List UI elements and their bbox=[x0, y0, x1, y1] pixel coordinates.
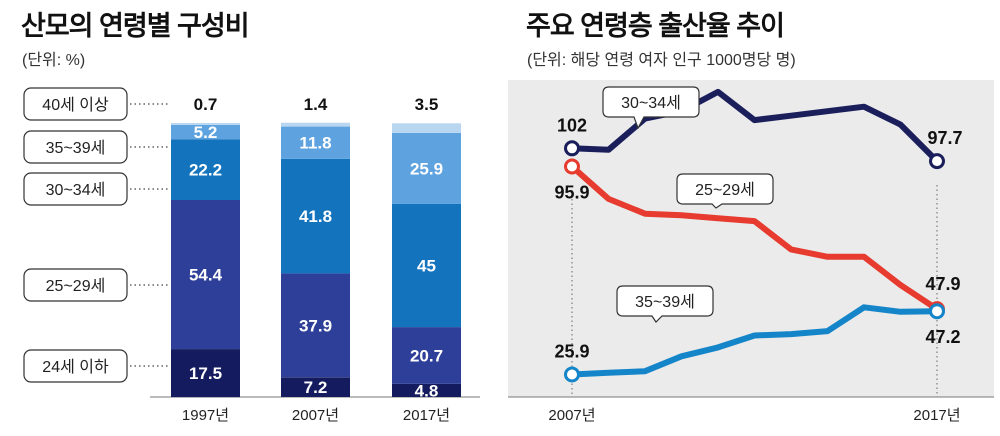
bar-value-label: 11.8 bbox=[299, 134, 331, 153]
line-value-label: 47.2 bbox=[925, 327, 960, 347]
bar-value-label: 45 bbox=[417, 257, 436, 276]
callout-label-25-29: 25~29세 bbox=[695, 181, 755, 199]
bar-value-label: 54.4 bbox=[189, 266, 223, 285]
legend-box-25-29 bbox=[23, 268, 128, 302]
bar-value-label: 1.4 bbox=[304, 95, 328, 114]
legend-box-24-under bbox=[23, 349, 128, 383]
left-chart-unit: (단위: %) bbox=[22, 52, 86, 69]
series-line-30-34 bbox=[569, 88, 940, 165]
bar-category-label: 1997년 bbox=[182, 407, 229, 424]
bar-value-label: 3.5 bbox=[415, 95, 439, 114]
bar-value-label: 25.9 bbox=[410, 159, 443, 178]
right-chart-title: 주요 연령층 출산율 추이 bbox=[526, 11, 785, 41]
bar-value-label: 7.2 bbox=[304, 378, 328, 397]
legend-label-30-34: 30~34세 bbox=[46, 181, 106, 199]
bar-value-label: 22.2 bbox=[189, 161, 222, 180]
bar-category-label: 2007년 bbox=[292, 407, 339, 424]
bar-segment-2017-30-34 bbox=[392, 203, 461, 328]
bar-category-label: 2017년 bbox=[403, 407, 450, 424]
legend-box-30-34 bbox=[23, 172, 128, 206]
callout-box-30-34 bbox=[602, 86, 700, 130]
bar-value-label: 17.5 bbox=[189, 364, 222, 383]
bar-segment-2007-25-29 bbox=[281, 273, 350, 378]
bar-segment-1997-40-over bbox=[171, 123, 240, 125]
bar-value-label: 4.8 bbox=[415, 381, 439, 400]
line-value-label: 25.9 bbox=[554, 342, 589, 362]
x-axis-start-label: 2007년 bbox=[548, 407, 595, 424]
callout-label-35-39: 35~39세 bbox=[635, 293, 695, 311]
start-point-30-34 bbox=[564, 140, 580, 157]
series-line-25-29 bbox=[569, 163, 940, 313]
bar-value-label: 41.8 bbox=[299, 207, 332, 226]
bar-segment-2007-24-under bbox=[281, 377, 350, 397]
start-point-35-39 bbox=[564, 366, 580, 383]
bar-value-label: 5.2 bbox=[194, 123, 218, 142]
bar-segment-2017-40-over bbox=[392, 123, 461, 133]
legend-label-25-29: 25~29세 bbox=[46, 277, 106, 295]
bar-segment-1997-24-under bbox=[171, 349, 240, 398]
legend-box-35-39 bbox=[23, 130, 128, 164]
bar-segment-2007-35-39 bbox=[281, 126, 350, 159]
legend-label-24-under: 24세 이하 bbox=[42, 358, 109, 376]
bar-segment-2007-30-34 bbox=[281, 158, 350, 274]
line-plot-background bbox=[508, 80, 994, 397]
callout-label-30-34: 30~34세 bbox=[621, 94, 681, 112]
right-chart-unit: (단위: 해당 연령 여자 인구 1000명당 명) bbox=[527, 52, 796, 69]
callout-box-25-29 bbox=[676, 173, 774, 209]
callout-box-35-39 bbox=[616, 285, 714, 323]
start-point-25-29 bbox=[564, 158, 580, 175]
legend-label-35-39: 35~39세 bbox=[46, 139, 106, 157]
legend-label-40-over: 40세 이상 bbox=[42, 96, 109, 114]
bar-segment-2017-24-under bbox=[392, 383, 461, 397]
bar-value-label: 37.9 bbox=[299, 316, 332, 335]
line-value-label: 47.9 bbox=[925, 274, 960, 294]
bar-segment-2017-35-39 bbox=[392, 132, 461, 204]
bar-segment-2007-40-over bbox=[281, 122, 350, 127]
bar-segment-1997-35-39 bbox=[171, 124, 240, 140]
legend-box-40-over bbox=[23, 87, 128, 121]
line-value-label: 97.7 bbox=[927, 128, 962, 148]
x-axis-end-label: 2017년 bbox=[913, 407, 960, 424]
series-line-35-39 bbox=[569, 304, 940, 378]
end-point-35-39 bbox=[929, 303, 945, 320]
bar-segment-1997-25-29 bbox=[171, 200, 240, 350]
line-value-label: 102 bbox=[557, 115, 587, 135]
end-point-30-34 bbox=[929, 153, 945, 170]
bar-value-label: 20.7 bbox=[410, 347, 443, 366]
bar-value-label: 0.7 bbox=[194, 95, 218, 114]
bar-segment-2017-25-29 bbox=[392, 327, 461, 384]
line-value-label: 95.9 bbox=[554, 183, 589, 203]
bar-segment-1997-30-34 bbox=[171, 139, 240, 200]
left-chart-title: 산모의 연령별 구성비 bbox=[21, 11, 250, 41]
